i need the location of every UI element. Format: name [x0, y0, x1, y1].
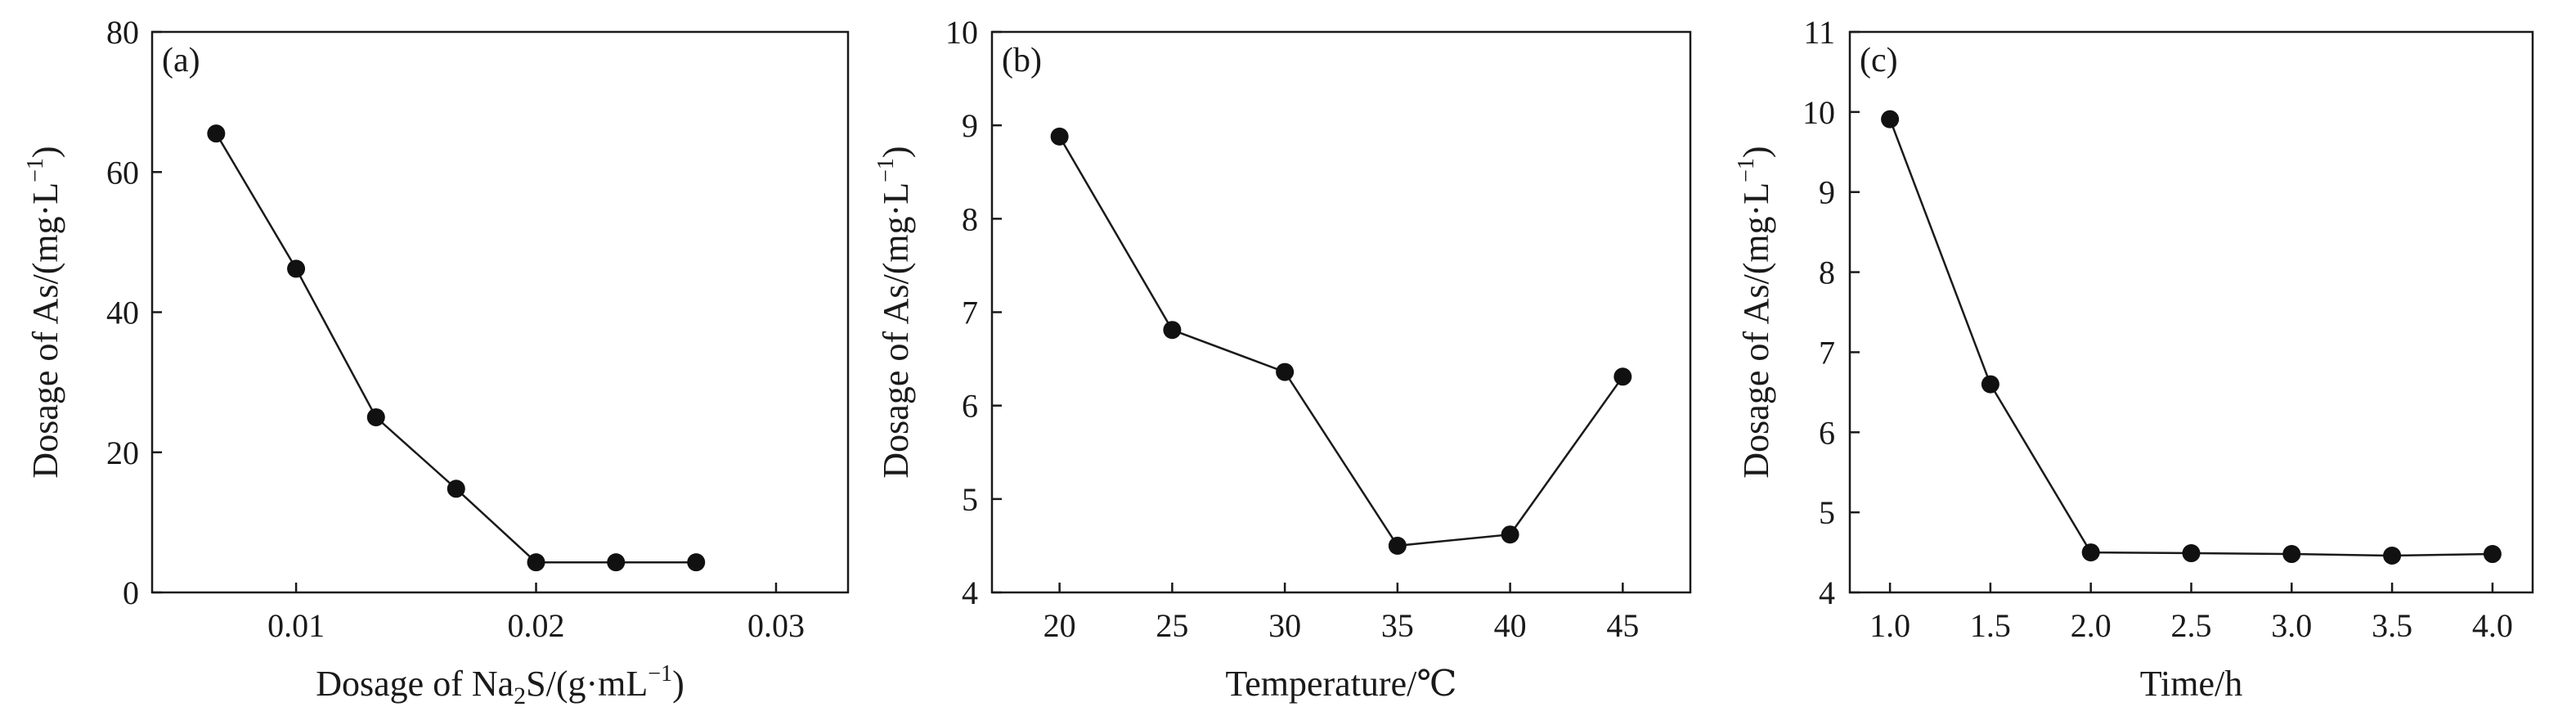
data-point [207, 124, 226, 143]
data-point [2483, 545, 2502, 564]
data-point [1881, 110, 1900, 128]
panel-label: (b) [1002, 42, 1042, 79]
x-tick-label: 1.5 [1970, 607, 2011, 644]
y-tick-label: 8 [962, 200, 978, 237]
y-tick-label: 20 [106, 435, 139, 471]
x-tick-label: 35 [1381, 607, 1414, 644]
plot-frame [150, 30, 850, 594]
y-tick-label: 7 [962, 295, 978, 331]
y-tick-label: 8 [1819, 254, 1835, 291]
data-point [607, 553, 626, 572]
y-tick-label: 60 [106, 154, 139, 191]
y-tick-label: 40 [106, 295, 139, 331]
y-tick-label: 6 [1819, 414, 1835, 451]
x-tick-label: 3.0 [2271, 607, 2312, 644]
data-point [1613, 367, 1632, 386]
x-tick-label: 2.5 [2171, 607, 2212, 644]
y-axis-label: Dosage of As/(mg·L−1) [23, 146, 65, 478]
data-point [1276, 362, 1295, 381]
panel-label: (c) [1860, 42, 1898, 79]
data-point [1501, 525, 1519, 544]
data-point [287, 259, 306, 278]
y-tick-label: 5 [1819, 494, 1835, 531]
x-tick-label: 0.03 [747, 607, 805, 644]
x-tick-label: 4.0 [2472, 607, 2513, 644]
panel-b: 20 25 30 35 40 4545678910(b)Temperature/℃Dosa… [873, 14, 1692, 704]
plot-frame [990, 30, 1692, 594]
data-point [1163, 321, 1182, 340]
x-tick-label: 2.0 [2071, 607, 2112, 644]
data-point [447, 480, 465, 498]
x-axis-label: Time/h [2140, 664, 2243, 704]
plot-frame [1848, 30, 2534, 594]
y-axis-label: Dosage of As/(mg·L−1) [873, 146, 916, 478]
x-tick-label: 20 [1043, 607, 1076, 644]
x-axis-label: Dosage of Na2S/(g·mL−1) [316, 661, 684, 709]
data-point [687, 553, 706, 572]
series-line [1888, 119, 2493, 557]
panel-a: 0.01 0.02 0.03 0 20 40 60 80 (a) Dosage of Na2S/(… [23, 14, 850, 709]
y-tick-label: 4 [1819, 574, 1835, 611]
x-tick-label: 45 [1606, 607, 1639, 644]
y-tick-label: 10 [945, 14, 978, 51]
data-point [1388, 536, 1407, 555]
data-point [527, 553, 545, 572]
y-tick-label: 80 [106, 14, 139, 51]
y-tick-label: 5 [962, 481, 978, 518]
y-axis-label: Dosage of As/(mg·L−1) [1734, 146, 1776, 478]
panel-label: (a) [162, 42, 200, 79]
data-point [1981, 375, 1999, 394]
y-tick-label: 6 [962, 388, 978, 425]
y-tick-label: 4 [962, 574, 978, 611]
x-tick-label: 0.01 [267, 607, 325, 644]
x-tick-label: 1.0 [1869, 607, 1910, 644]
y-tick-label: 7 [1819, 334, 1835, 371]
x-tick-label: 3.5 [2372, 607, 2412, 644]
x-tick-label: 30 [1268, 607, 1301, 644]
y-tick-label: 9 [962, 107, 978, 144]
series-line [215, 133, 697, 564]
x-tick-label: 40 [1494, 607, 1527, 644]
x-tick-label: 25 [1156, 607, 1188, 644]
y-tick-label: 11 [1803, 14, 1835, 51]
data-point [2081, 543, 2100, 562]
x-tick-label: 0.02 [508, 607, 565, 644]
data-point [2383, 546, 2402, 565]
data-point [366, 408, 385, 426]
data-point [2182, 544, 2201, 563]
y-tick-label: 0 [123, 574, 139, 611]
x-axis-label: Temperature/℃ [1225, 664, 1456, 704]
data-point [2282, 545, 2301, 564]
panel-c: 1.0 1.5 2.0 2.5 3.0 3.5 4.0 4 5 6 7 8 9 10 11 (c) Time/h… [1734, 14, 2534, 704]
y-tick-label: 9 [1819, 174, 1835, 211]
series-line [1058, 136, 1624, 547]
data-point [1050, 127, 1069, 146]
y-tick-label: 10 [1802, 94, 1835, 131]
